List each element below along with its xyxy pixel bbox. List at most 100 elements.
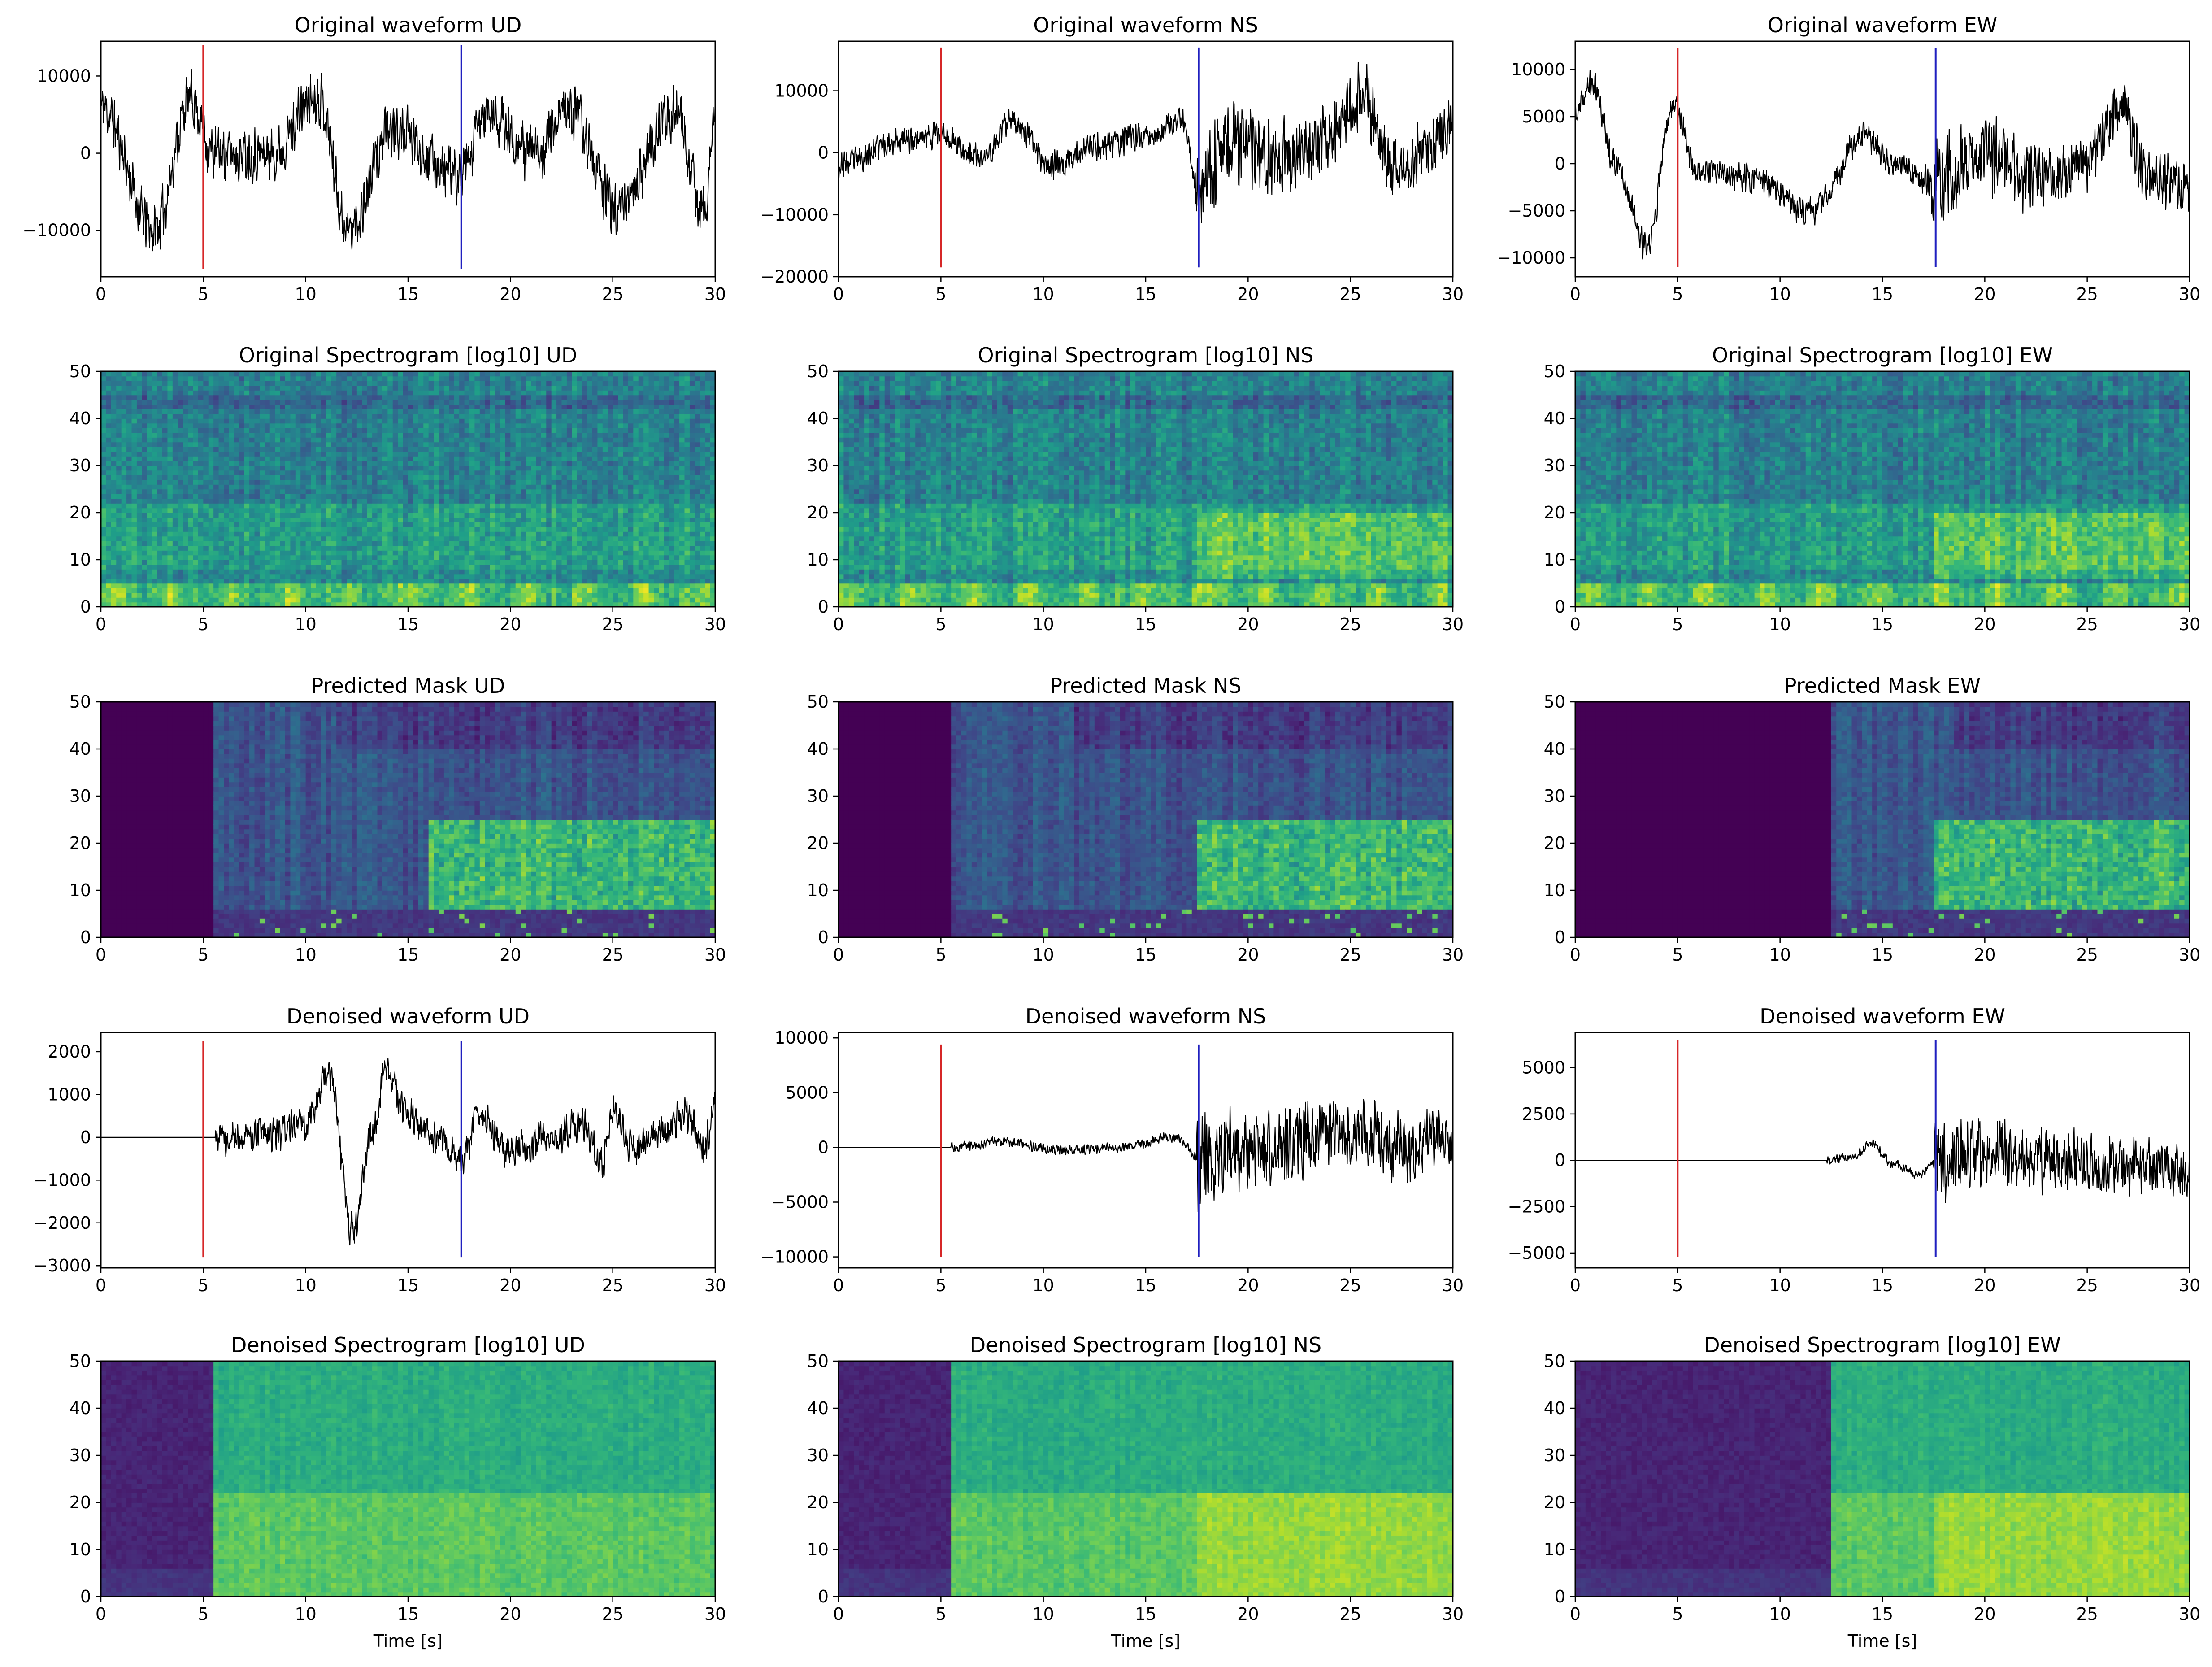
heatmap-cell xyxy=(244,545,250,551)
heatmap-cell xyxy=(505,503,511,509)
heatmap-cell xyxy=(515,494,521,499)
heatmap-cell xyxy=(561,541,567,546)
heatmap-cell xyxy=(377,385,383,391)
heatmap-cell xyxy=(362,560,368,565)
heatmap-cell xyxy=(234,461,240,466)
heatmap-cell xyxy=(116,494,122,499)
heatmap-cell xyxy=(316,545,322,551)
heatmap-cell xyxy=(116,428,122,433)
heatmap-cell xyxy=(162,409,168,414)
heatmap-cell xyxy=(536,564,542,570)
x-tick-label: 20 xyxy=(1974,284,1995,304)
heatmap-cell xyxy=(300,522,306,527)
heatmap-cell xyxy=(362,574,368,579)
heatmap-cell xyxy=(561,484,567,490)
heatmap-cell xyxy=(321,447,327,452)
heatmap-cell xyxy=(582,550,588,556)
heatmap-cell xyxy=(464,442,470,447)
heatmap-cell xyxy=(408,494,414,499)
heatmap-cell xyxy=(178,602,183,607)
heatmap-cell xyxy=(290,588,296,593)
heatmap-cell xyxy=(162,579,168,584)
heatmap-cell xyxy=(566,413,573,419)
heatmap-cell xyxy=(515,583,521,588)
heatmap-cell xyxy=(459,541,465,546)
heatmap-cell xyxy=(418,517,424,522)
heatmap-cell xyxy=(505,494,511,499)
heatmap-cell xyxy=(418,404,424,409)
heatmap-cell xyxy=(254,531,260,537)
heatmap-cell xyxy=(479,371,486,377)
heatmap-cell xyxy=(490,447,495,452)
heatmap-cell xyxy=(326,531,332,537)
heatmap-cell xyxy=(474,517,480,522)
heatmap-cell xyxy=(546,541,552,546)
heatmap-cell xyxy=(398,413,404,419)
heatmap-cell xyxy=(229,550,235,556)
heatmap-cell xyxy=(142,409,148,414)
heatmap-cell xyxy=(316,517,322,522)
heatmap-cell xyxy=(234,409,240,414)
heatmap-cell xyxy=(541,522,547,527)
heatmap-cell xyxy=(326,583,332,588)
heatmap-cell xyxy=(178,494,183,499)
heatmap-cell xyxy=(490,475,495,480)
heatmap-cell xyxy=(269,579,275,584)
heatmap-cell xyxy=(592,371,598,377)
heatmap-cell xyxy=(505,592,511,598)
heatmap-cell xyxy=(101,588,107,593)
heatmap-cell xyxy=(377,541,383,546)
heatmap-cell xyxy=(577,588,582,593)
heatmap-cell xyxy=(336,409,342,414)
heatmap-cell xyxy=(275,428,281,433)
heatmap-cell xyxy=(259,597,265,603)
heatmap-cell xyxy=(269,494,275,499)
heatmap-cell xyxy=(224,494,230,499)
heatmap-cell xyxy=(198,564,204,570)
heatmap-cell xyxy=(203,418,209,424)
heatmap-cell xyxy=(362,494,368,499)
heatmap-cell xyxy=(229,597,235,603)
heatmap-cell xyxy=(316,409,322,414)
heatmap-cell xyxy=(341,451,347,457)
heatmap-cell xyxy=(459,423,465,428)
heatmap-cell xyxy=(142,484,148,490)
heatmap-cell xyxy=(300,376,306,381)
heatmap-cell xyxy=(305,432,311,438)
heatmap-cell xyxy=(121,466,127,471)
heatmap-cell xyxy=(208,602,214,607)
heatmap-cell xyxy=(500,564,506,570)
heatmap-cell xyxy=(259,437,265,443)
heatmap-cell xyxy=(208,484,214,490)
heatmap-cell xyxy=(479,574,486,579)
heatmap-cell xyxy=(326,376,332,381)
heatmap-cell xyxy=(362,555,368,560)
heatmap-cell xyxy=(587,531,593,537)
heatmap-cell xyxy=(300,470,306,475)
heatmap-cell xyxy=(500,536,506,541)
heatmap-cell xyxy=(116,550,122,556)
heatmap-cell xyxy=(316,395,322,400)
heatmap-cell xyxy=(229,545,235,551)
heatmap-cell xyxy=(469,404,475,409)
heatmap-cell xyxy=(403,531,409,537)
heatmap-cell xyxy=(167,428,173,433)
heatmap-cell xyxy=(352,461,357,466)
heatmap-cell xyxy=(341,466,347,471)
heatmap-cell xyxy=(178,432,183,438)
heatmap-cell xyxy=(403,498,409,504)
heatmap-cell xyxy=(234,423,240,428)
heatmap-cell xyxy=(352,489,357,494)
heatmap-cell xyxy=(224,536,230,541)
heatmap-cell xyxy=(423,409,429,414)
heatmap-cell xyxy=(531,508,537,513)
heatmap-cell xyxy=(331,461,337,466)
heatmap-cell xyxy=(203,400,209,405)
heatmap-cell xyxy=(490,527,495,532)
heatmap-cell xyxy=(285,517,291,522)
heatmap-cell xyxy=(183,513,188,518)
heatmap-cell xyxy=(234,550,240,556)
heatmap-cell xyxy=(561,376,567,381)
heatmap-cell xyxy=(521,381,526,386)
heatmap-cell xyxy=(259,371,265,377)
